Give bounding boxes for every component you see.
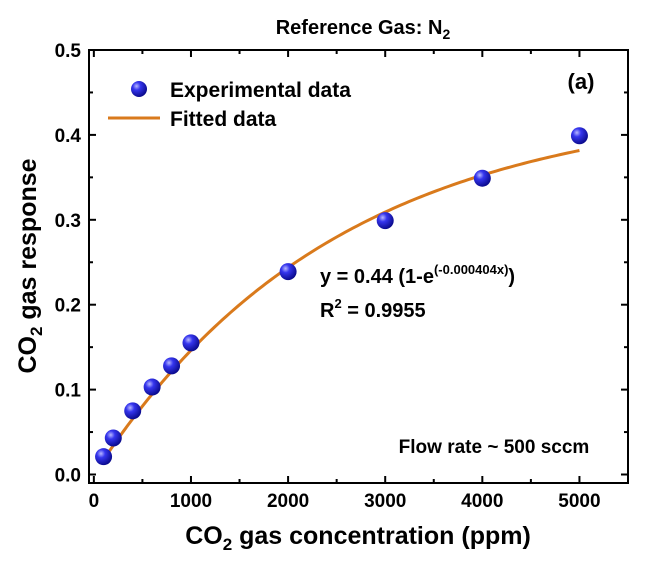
y-axis-label-pre: CO <box>14 336 42 374</box>
x-axis-label-sub: 2 <box>223 535 232 554</box>
fit-equation: y = 0.44 (1-e(-0.000404x)) <box>320 262 515 288</box>
data-point <box>376 212 394 230</box>
x-tick-label: 4000 <box>461 491 503 512</box>
data-point <box>163 357 181 375</box>
chart-title-subscript: 2 <box>442 26 450 42</box>
y-tick-label: 0.5 <box>55 41 82 62</box>
data-point <box>95 448 113 466</box>
data-point <box>570 127 588 145</box>
data-point <box>124 402 142 420</box>
x-axis-label-pre: CO <box>185 522 223 550</box>
y-tick-label: 0.0 <box>55 466 81 487</box>
x-axis-label-post: gas concentration (ppm) <box>232 522 531 550</box>
fit-equation-exponent: (-0.000404x) <box>434 262 508 277</box>
x-tick-label: 0 <box>89 491 100 512</box>
r-squared-pre: R <box>320 300 335 322</box>
y-axis-label-sub: 2 <box>27 327 46 336</box>
fit-equation-post: ) <box>508 266 515 288</box>
y-tick-label: 0.4 <box>55 126 82 147</box>
axis-tick-labels: 0 1000 2000 3000 4000 5000 0.0 0.1 0.2 0.3 0.4 0.5 <box>55 41 601 512</box>
flow-rate-note: Flow rate ~ 500 sccm <box>399 437 590 458</box>
r-squared-exponent: 2 <box>334 296 341 311</box>
axis-ticks <box>89 49 628 483</box>
legend-label-fitted: Fitted data <box>170 108 276 131</box>
fit-equation-pre: y = 0.44 (1-e <box>320 266 434 288</box>
legend: Experimental data Fitted data <box>108 79 351 131</box>
legend-label-experimental: Experimental data <box>170 79 351 102</box>
x-tick-label: 3000 <box>364 491 406 512</box>
data-point <box>182 334 200 352</box>
data-point <box>473 169 491 187</box>
data-point <box>104 429 122 447</box>
chart-title-main: Reference Gas: N <box>276 17 443 39</box>
y-axis-label: CO2 gas response <box>14 158 46 373</box>
r-squared-post: = 0.9955 <box>342 300 426 322</box>
experimental-points <box>95 127 588 466</box>
x-tick-label: 5000 <box>558 491 600 512</box>
data-point <box>279 263 297 281</box>
y-tick-label: 0.3 <box>55 211 81 232</box>
chart-title: Reference Gas: N2 <box>276 17 451 42</box>
x-axis-label: CO2 gas concentration (ppm) <box>185 522 531 554</box>
y-axis-label-post: gas response <box>14 158 42 326</box>
data-point <box>143 378 161 396</box>
legend-marker-experimental <box>131 81 147 97</box>
x-tick-label: 2000 <box>267 491 309 512</box>
panel-label: (a) <box>568 69 595 94</box>
x-tick-label: 1000 <box>170 491 212 512</box>
y-tick-label: 0.2 <box>55 296 81 317</box>
r-squared: R2 = 0.9955 <box>320 296 426 322</box>
fitted-curve <box>102 149 580 461</box>
y-tick-label: 0.1 <box>55 381 82 402</box>
plot-frame <box>88 49 629 484</box>
